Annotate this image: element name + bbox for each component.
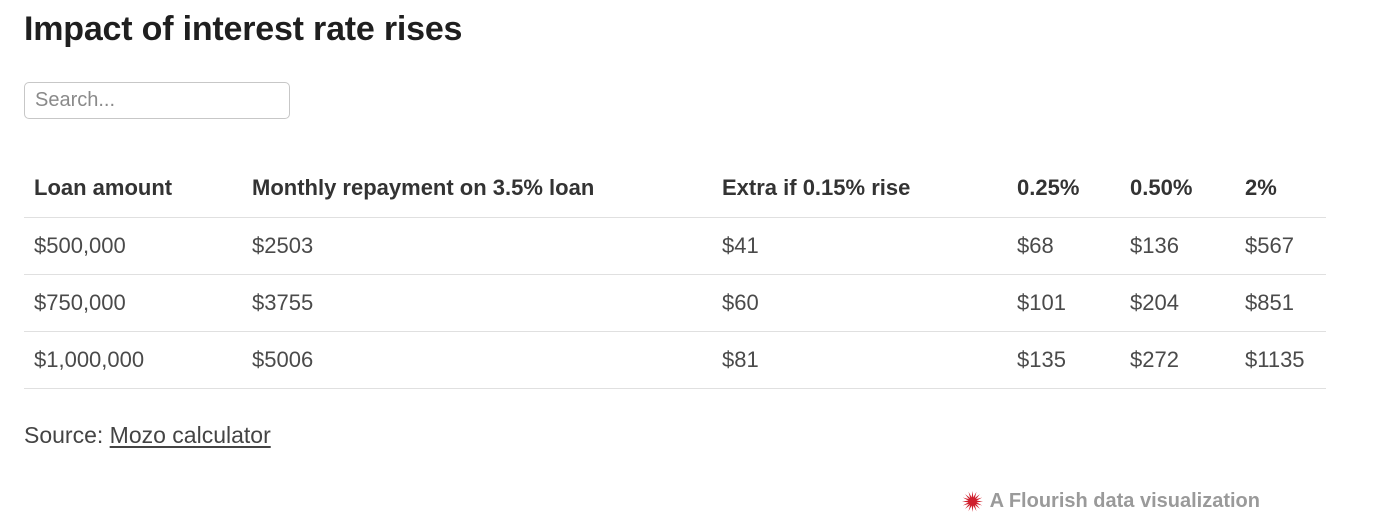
table-header-row: Loan amount Monthly repayment on 3.5% loa…	[24, 165, 1326, 218]
table-row: $1,000,000 $5006 $81 $135 $272 $1135	[24, 331, 1326, 389]
source-line: Source: Mozo calculator	[24, 422, 1328, 449]
table-cell: $41	[712, 217, 1007, 275]
flourish-attribution[interactable]: A Flourish data visualization	[961, 490, 1260, 513]
page-title: Impact of interest rate rises	[24, 10, 463, 48]
starburst-shape	[961, 491, 983, 512]
table-cell: $851	[1235, 274, 1326, 332]
table-cell: $136	[1120, 217, 1235, 275]
table-cell: $1135	[1235, 331, 1326, 389]
column-header: Monthly repayment on 3.5% loan	[242, 165, 712, 218]
table-cell: $500,000	[24, 217, 242, 275]
table-cell: $81	[712, 331, 1007, 389]
interest-rate-table: Loan amount Monthly repayment on 3.5% loa…	[24, 165, 1326, 389]
attribution-text: A Flourish data visualization	[989, 490, 1260, 512]
table-cell: $60	[712, 274, 1007, 332]
column-header: Extra if 0.15% rise	[712, 165, 1007, 218]
search-input[interactable]	[24, 82, 290, 119]
table-cell: $2503	[242, 217, 712, 275]
flourish-table-visualization: Impact of interest rate rises Loan amoun…	[24, 0, 1328, 525]
flourish-starburst-icon	[961, 491, 983, 512]
table-cell: $272	[1120, 331, 1235, 389]
table-cell: $5006	[242, 331, 712, 389]
column-header: Loan amount	[24, 165, 242, 218]
column-header: 0.50%	[1120, 165, 1235, 218]
table-body: $500,000 $2503 $41 $68 $136 $567 $750,000 $3755…	[24, 217, 1326, 389]
table-cell: $68	[1007, 217, 1120, 275]
table-cell: $204	[1120, 274, 1235, 332]
table-cell: $3755	[242, 274, 712, 332]
table-row: $500,000 $2503 $41 $68 $136 $567	[24, 217, 1326, 275]
table-cell: $567	[1235, 217, 1326, 275]
table-cell: $1,000,000	[24, 331, 242, 389]
source-label: Source:	[24, 422, 110, 448]
source-link[interactable]: Mozo calculator	[109, 422, 271, 448]
column-header: 0.25%	[1007, 165, 1120, 218]
table-cell: $135	[1007, 331, 1120, 389]
column-header: 2%	[1235, 165, 1326, 218]
table-row: $750,000 $3755 $60 $101 $204 $851	[24, 274, 1326, 332]
table-cell: $101	[1007, 274, 1120, 332]
table-cell: $750,000	[24, 274, 242, 332]
